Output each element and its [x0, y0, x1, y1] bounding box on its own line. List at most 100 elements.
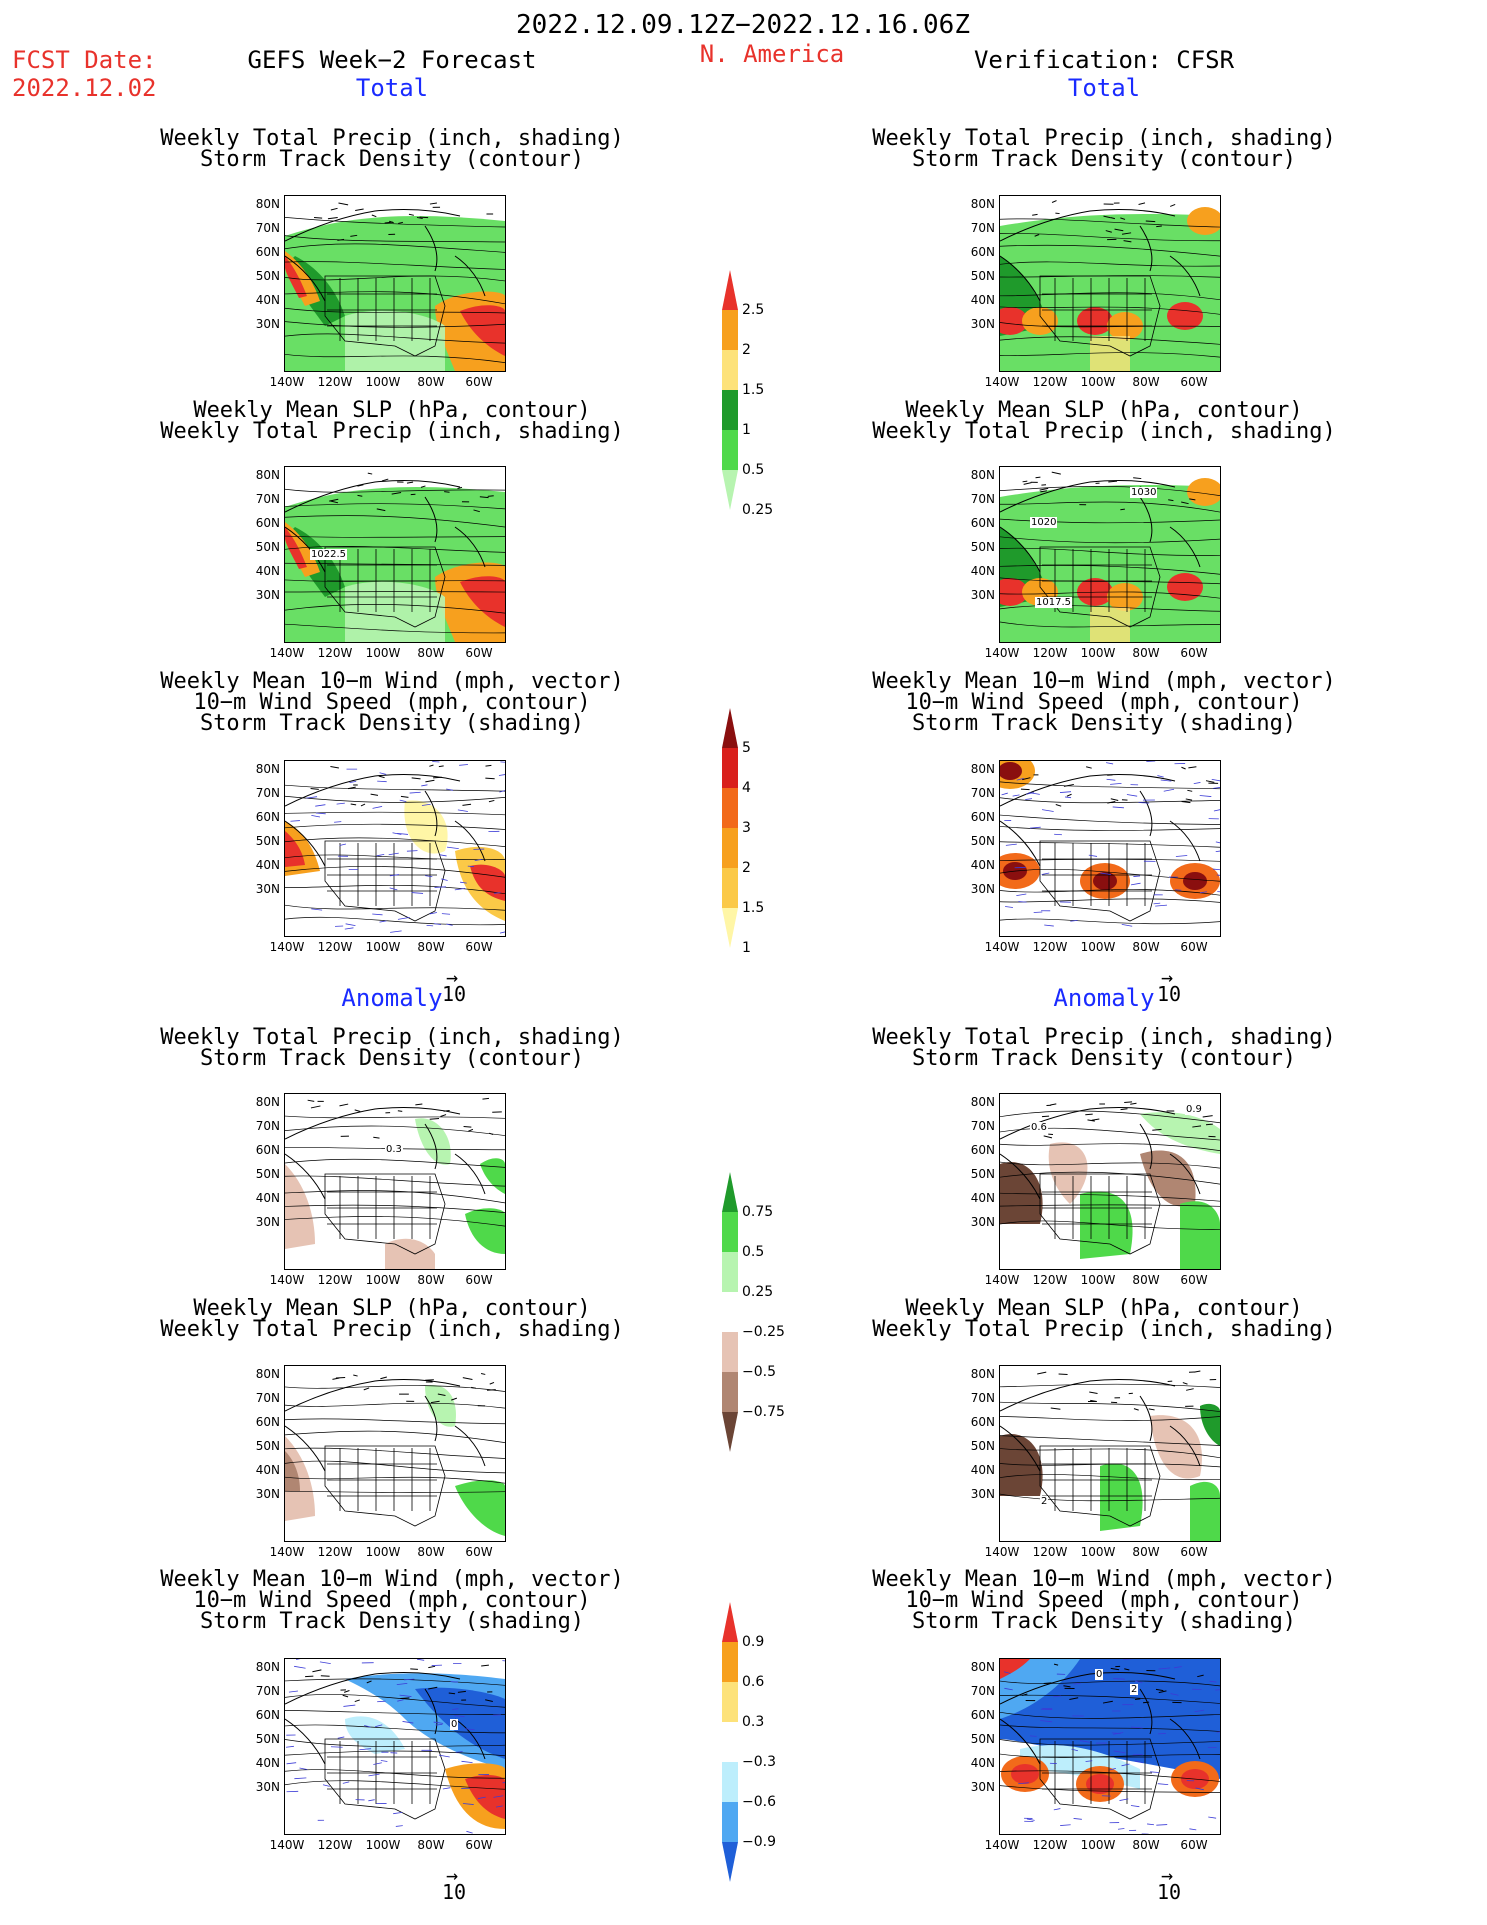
- verification-panel-3-lat-tick: 30N: [970, 882, 995, 896]
- forecast-panel-1-lat-tick: 30N: [255, 317, 280, 331]
- verification-panel-4-contour-label: 0.9: [1185, 1104, 1203, 1115]
- forecast-panel-6-lat-tick: 70N: [255, 1684, 280, 1698]
- forecast-panel-2-lat-tick: 70N: [255, 492, 280, 506]
- verification-panel-5-lat-tick: 70N: [970, 1391, 995, 1405]
- forecast-panel-5-lat-tick: 50N: [255, 1439, 280, 1453]
- colorbar-track-total-label: 1: [742, 940, 751, 956]
- verification-panel-2-lat-tick: 50N: [970, 540, 995, 554]
- verification-panel-4-lat-tick: 30N: [970, 1215, 995, 1229]
- forecast-panel-2-lon-tick: 120W: [317, 646, 353, 660]
- forecast-panel-6-lat-tick: 50N: [255, 1732, 280, 1746]
- verification-panel-2-map: 1030 1020 1017.5: [999, 466, 1221, 643]
- forecast-panel-3-lat-tick: 50N: [255, 834, 280, 848]
- forecast-panel-3-title-1: Weekly Mean 10−m Wind (mph, vector): [160, 669, 624, 694]
- forecast-panel-6-contour-label: 0: [450, 1719, 459, 1730]
- forecast-panel-3-map-graphic: [285, 761, 505, 934]
- forecast-panel-4-lon-tick: 100W: [365, 1273, 401, 1287]
- forecast-panel-3-lat-tick: 70N: [255, 786, 280, 800]
- forecast-panel-4-lon-tick: 60W: [465, 1273, 493, 1287]
- colorbar-track-anomaly-swatch: [722, 1802, 738, 1842]
- verification-panel-5-lat-tick: 60N: [970, 1415, 995, 1429]
- verification-panel-3-lon-tick: 80W: [1132, 940, 1160, 954]
- verification-panel-2-lat-tick: 30N: [970, 588, 995, 602]
- forecast-panel-4-lat-tick: 70N: [255, 1119, 280, 1133]
- colorbar-precip-anomaly-label: −0.5: [742, 1364, 776, 1380]
- verification-panel-1-lon-tick: 100W: [1080, 375, 1116, 389]
- verification-panel-5-lat-tick: 80N: [970, 1367, 995, 1381]
- fcst-date-value: 2022.12.02: [12, 74, 157, 102]
- verification-panel-4-lon-tick: 140W: [984, 1273, 1020, 1287]
- verification-panel-3-map-graphic: [1000, 761, 1220, 927]
- forecast-panel-4-title-2: Storm Track Density (contour): [199, 1046, 585, 1071]
- verification-panel-2-lon-tick: 80W: [1132, 646, 1160, 660]
- forecast-panel-5-lon-tick: 100W: [365, 1545, 401, 1559]
- forecast-panel-1-title-1: Weekly Total Precip (inch, shading): [160, 126, 624, 151]
- forecast-panel-4-title-1: Weekly Total Precip (inch, shading): [160, 1025, 624, 1050]
- colorbar-track-total-swatch: [722, 708, 738, 748]
- colorbar-track-anomaly-label: −0.9: [742, 1834, 776, 1850]
- verification-panel-4-lat-tick: 60N: [970, 1143, 995, 1157]
- colorbar-track-anomaly-swatch: [722, 1722, 738, 1762]
- forecast-panel-6-title-1: Weekly Mean 10−m Wind (mph, vector): [160, 1567, 624, 1592]
- verification-panel-5-lon-tick: 100W: [1080, 1545, 1116, 1559]
- forecast-panel-5-map: [284, 1365, 506, 1542]
- verification-panel-3-vector-ref-label: 10: [1156, 982, 1182, 1006]
- verification-panel-6-lon-tick: 80W: [1132, 1838, 1160, 1852]
- forecast-panel-2-title-2: Weekly Total Precip (inch, shading): [160, 419, 624, 444]
- colorbar-precip-total-swatch: [722, 350, 738, 390]
- colorbar-precip-total-label: 1.5: [742, 382, 765, 398]
- verification-panel-4-contour-label: 0.6: [1030, 1122, 1048, 1133]
- colorbar-track-total-swatch: [722, 828, 738, 868]
- forecast-panel-2-map-graphic: [285, 472, 505, 642]
- colorbar-precip-total-label: 2: [742, 342, 751, 358]
- verification-panel-6-lat-tick: 30N: [970, 1780, 995, 1794]
- forecast-panel-1-lat-tick: 40N: [255, 293, 280, 307]
- verification-panel-6-map-graphic: [1000, 1659, 1220, 1834]
- verification-panel-1-map: [999, 195, 1221, 372]
- colorbar-track-total-label: 5: [742, 740, 751, 756]
- verification-panel-2-contour-label: 1017.5: [1035, 597, 1072, 608]
- forecast-panel-4-lat-tick: 60N: [255, 1143, 280, 1157]
- forecast-panel-2-lon-tick: 100W: [365, 646, 401, 660]
- verification-panel-6-vector-ref-arrow: →: [1160, 1863, 1174, 1887]
- verification-panel-5-title-2: Weekly Total Precip (inch, shading): [872, 1317, 1336, 1342]
- colorbar-track-anomaly-label: 0.9: [742, 1634, 765, 1650]
- verification-panel-5-lat-tick: 50N: [970, 1439, 995, 1453]
- forecast-panel-5-map-graphic: [285, 1373, 505, 1536]
- colorbar-precip-total-label: 0.25: [742, 502, 774, 518]
- forecast-panel-5-lat-tick: 60N: [255, 1415, 280, 1429]
- forecast-panel-5-lon-tick: 60W: [465, 1545, 493, 1559]
- colorbar-track-anomaly-swatch: [722, 1762, 738, 1802]
- verification-panel-6-lon-tick: 60W: [1180, 1838, 1208, 1852]
- forecast-panel-3-lat-tick: 60N: [255, 810, 280, 824]
- section-anomaly-right: Anomaly: [1053, 984, 1155, 1012]
- verification-panel-5-lat-tick: 40N: [970, 1463, 995, 1477]
- verification-panel-2-map-graphic: [1000, 471, 1220, 642]
- verification-panel-5-lon-tick: 60W: [1180, 1545, 1208, 1559]
- verification-panel-6-lon-tick: 100W: [1080, 1838, 1116, 1852]
- forecast-panel-4-lat-tick: 50N: [255, 1167, 280, 1181]
- forecast-panel-6-map: 0: [284, 1658, 506, 1835]
- forecast-panel-4-lon-tick: 140W: [269, 1273, 305, 1287]
- verification-panel-6-lat-tick: 60N: [970, 1708, 995, 1722]
- verification-panel-6-lon-tick: 120W: [1032, 1838, 1068, 1852]
- verification-panel-1-lat-tick: 50N: [970, 269, 995, 283]
- colorbar-precip-total-swatch: [722, 270, 738, 310]
- colorbar-track-anomaly-label: 0.6: [742, 1674, 765, 1690]
- verification-panel-2-lat-tick: 80N: [970, 468, 995, 482]
- forecast-panel-5-lat-tick: 70N: [255, 1391, 280, 1405]
- colorbar-precip-anomaly-swatch: [722, 1252, 738, 1292]
- verification-panel-1-lon-tick: 140W: [984, 375, 1020, 389]
- verification-panel-6-lat-tick: 70N: [970, 1684, 995, 1698]
- colorbar-track-anomaly-swatch: [722, 1682, 738, 1722]
- colorbar-precip-anomaly-label: 0.75: [742, 1204, 774, 1220]
- forecast-panel-6-lat-tick: 30N: [255, 1780, 280, 1794]
- colorbar-precip-total-swatch: [722, 470, 738, 510]
- colorbar-track-total-swatch: [722, 868, 738, 908]
- verification-panel-1-lat-tick: 80N: [970, 197, 995, 211]
- forecast-panel-2-lat-tick: 40N: [255, 564, 280, 578]
- colorbar-precip-anomaly-swatch: [722, 1332, 738, 1372]
- verification-panel-3-lat-tick: 70N: [970, 786, 995, 800]
- forecast-panel-4-map-graphic: [285, 1097, 505, 1269]
